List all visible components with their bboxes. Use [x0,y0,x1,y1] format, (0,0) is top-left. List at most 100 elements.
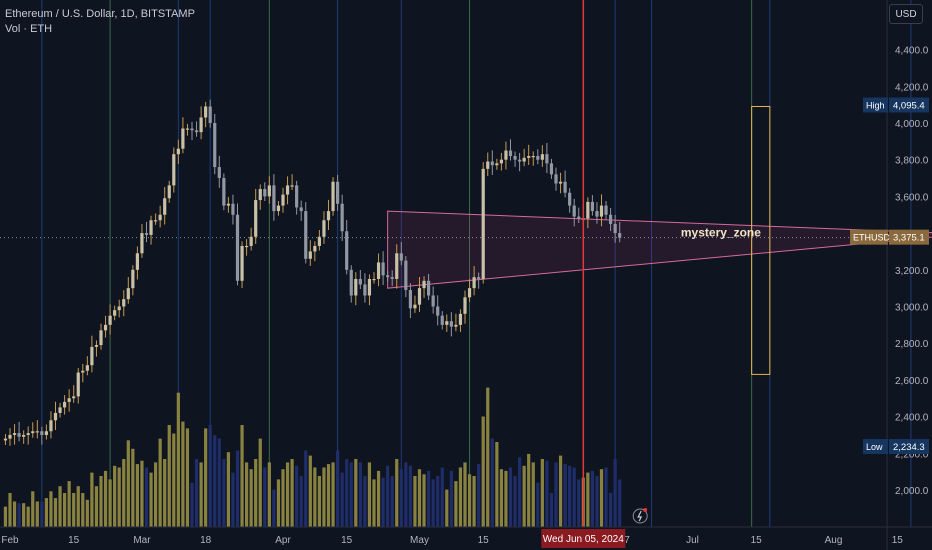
candle-body [176,148,180,155]
candle-body [577,216,581,219]
volume-bar [413,476,417,527]
x-tick-label: 18 [200,535,212,546]
volume-bar [290,459,294,527]
candle-body [472,277,476,289]
volume-bar [604,467,608,527]
volume-bar [431,479,435,527]
candle-body [568,192,572,206]
volume-bar [536,482,540,527]
y-tick-label: 3,800.0 [895,156,929,167]
volume-bar [372,479,376,527]
volume-bar [90,472,94,527]
last-price-value: 3,375.1 [893,233,925,244]
candle-body [508,150,513,157]
volume-bar [245,462,249,527]
candle-body [263,189,267,197]
candle-body [304,211,308,259]
volume-bar [458,467,463,527]
mystery-zone-box[interactable] [751,105,771,375]
volume-bar [299,476,303,527]
volume-bar [249,469,253,527]
candle-body [422,280,426,289]
volume-bar [417,469,422,527]
candle-body [604,205,608,215]
candle-body [185,128,190,130]
candle-body [199,117,203,133]
triangle-pattern[interactable] [387,210,932,289]
candle-body [440,315,444,325]
volume-bar [495,442,499,527]
volume-bar [126,440,130,527]
candle-body [413,304,417,309]
last-price-value-bg [889,229,929,245]
volume-bar [572,467,576,527]
notification-dot [643,508,648,512]
volume-bar [399,469,403,527]
candle-body [308,251,312,259]
volume-bar [313,467,317,527]
candle-body [181,128,185,149]
candle-body [35,431,39,433]
candle-body [135,253,139,270]
candle-body [204,106,208,118]
candle-body [144,233,149,235]
candle-body [336,181,340,204]
candle-body [326,211,331,221]
high-value-bg [889,97,929,113]
volume-bar [408,465,412,527]
y-tick-label: 3,000.0 [895,303,929,314]
y-tick-label: 4,000.0 [895,119,929,130]
volume-bar [240,425,244,527]
low-label: Low [866,442,883,452]
volume-bar [472,476,476,527]
candle-body [513,156,517,160]
lightning-icon[interactable] [632,508,648,524]
candle-body [190,128,194,131]
volume-bar [267,462,271,527]
volume-bar [158,438,162,527]
volume-bar [490,438,494,527]
candle-body [540,154,544,160]
candle-body [117,306,121,311]
candle-body [226,203,230,206]
candle-body [122,299,126,307]
candle-body [317,236,321,246]
candle-body [445,321,449,325]
volume-bar [358,462,362,527]
candle-body [113,310,117,316]
volume-bar [609,493,613,527]
volume-bar [395,459,399,527]
candle-body [103,324,108,331]
volume-bar [72,493,76,527]
candle-body [436,306,440,316]
candle-body [76,372,80,397]
candle-body [217,167,221,179]
volume-legend: Vol · ETH [5,23,53,35]
symbol-label-bg [850,229,888,245]
candle-body [467,288,472,298]
x-tick-label: Feb [1,535,19,546]
low-value-bg [889,439,929,455]
candle-body [40,431,44,435]
candle-body [609,214,613,224]
volume-bar [149,472,153,527]
volume-bar [226,452,230,527]
candle-body [558,181,563,184]
candle-body [554,174,558,184]
candle-body [477,277,481,279]
volume-bar [108,479,112,527]
currency-button[interactable]: USD [889,4,923,24]
lightning-glyph [637,510,643,522]
volume-bar [3,506,8,527]
candle-body [22,434,26,437]
candle-body [358,278,362,285]
candle-body [208,106,212,123]
volume-bar [381,477,385,527]
volume-bar [427,470,431,527]
volume-bar [63,493,67,527]
candle-body [140,233,144,254]
volume-bar [549,493,554,527]
volume-bar [194,459,199,527]
candle-body [590,201,594,212]
